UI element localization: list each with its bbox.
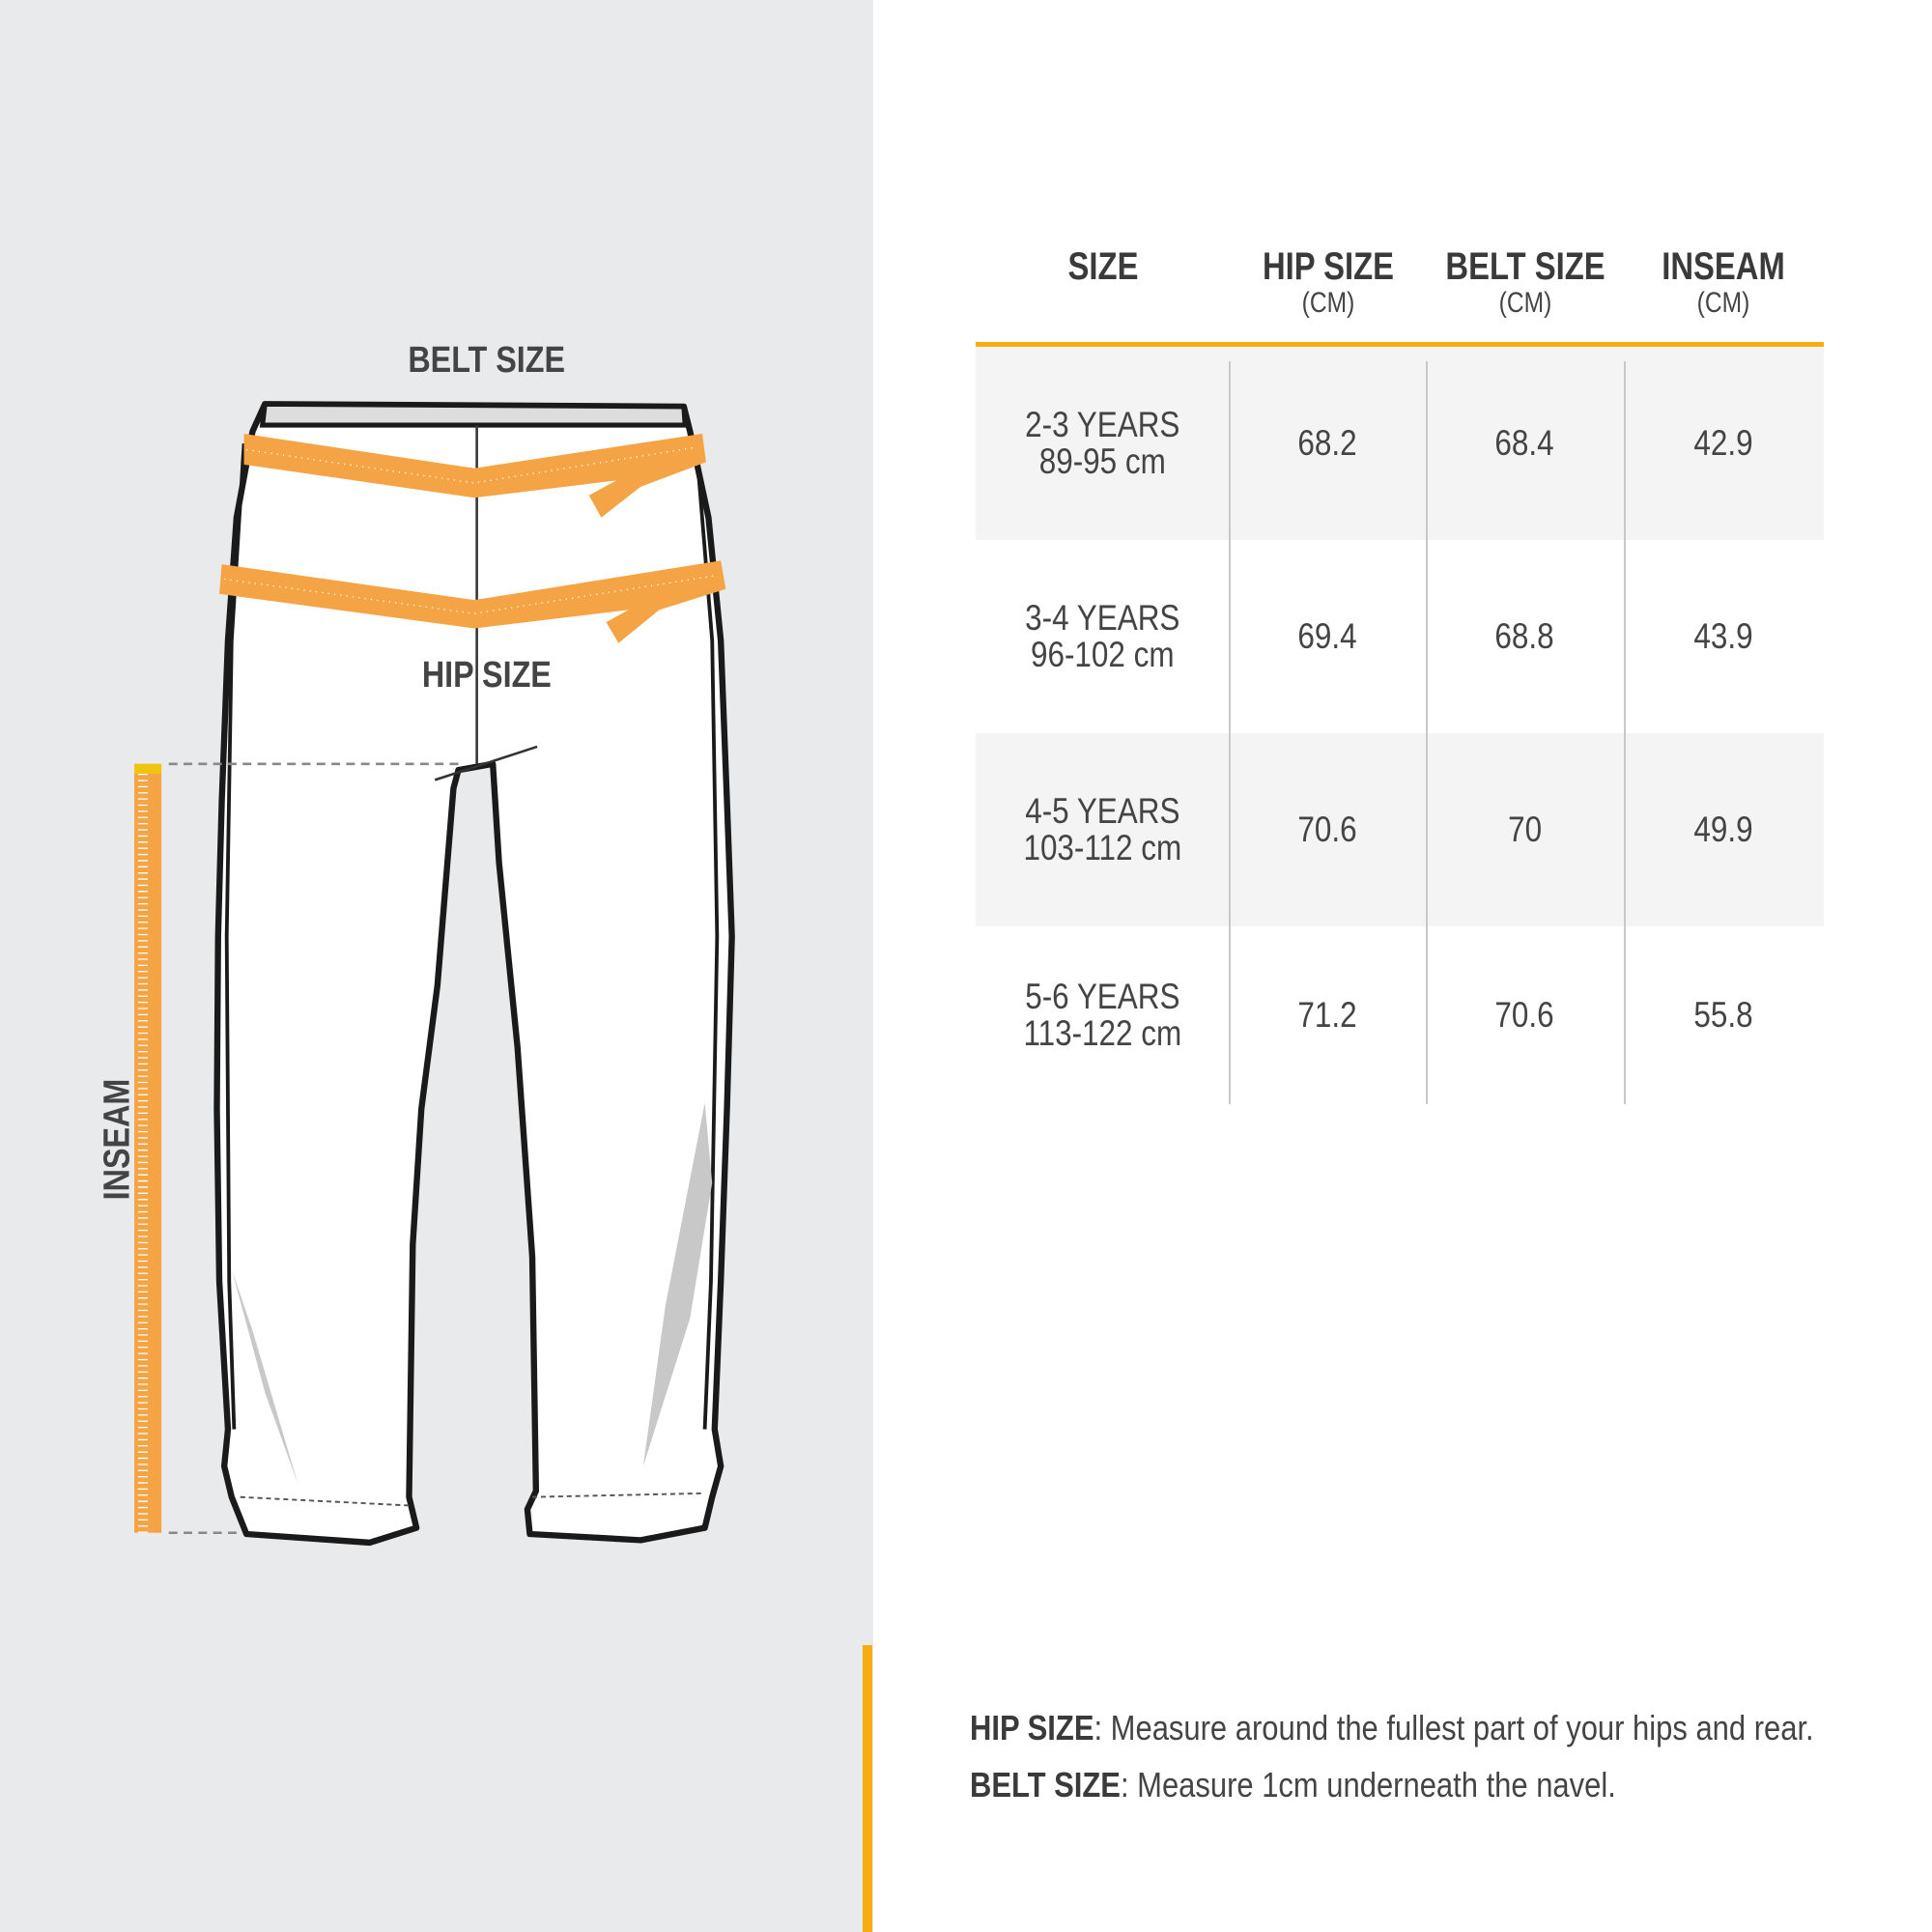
table-row: 2-3 YEARS 89-95 cm 68.2 68.4 42.9 bbox=[976, 347, 1824, 540]
hip-tape bbox=[219, 560, 726, 643]
header-inseam: INSEAM (CM) bbox=[1662, 245, 1785, 319]
header-belt: BELT SIZE (CM) bbox=[1445, 245, 1605, 319]
column-divider bbox=[1624, 361, 1626, 1104]
belt-cell: 70 bbox=[1508, 810, 1542, 849]
inseam-cell: 42.9 bbox=[1693, 423, 1754, 463]
inseam-cell: 49.9 bbox=[1693, 810, 1754, 849]
belt-size-label: BELT SIZE bbox=[408, 340, 566, 381]
measurement-notes: HIP SIZE: Measure around the fullest par… bbox=[970, 1708, 1932, 1822]
header-size: SIZE bbox=[1067, 245, 1139, 288]
inseam-cell: 43.9 bbox=[1693, 616, 1754, 656]
belt-tape bbox=[243, 433, 706, 518]
column-divider bbox=[1229, 361, 1231, 1104]
note-belt: BELT SIZE: Measure 1cm underneath the na… bbox=[970, 1765, 1616, 1804]
hip-cell: 68.2 bbox=[1297, 423, 1357, 463]
hip-cell: 70.6 bbox=[1297, 810, 1357, 849]
pants-diagram bbox=[134, 401, 735, 1547]
hip-cell: 69.4 bbox=[1297, 616, 1357, 656]
table-row: 4-5 YEARS 103-112 cm 70.6 70 49.9 bbox=[976, 733, 1824, 926]
size-cell: 2-3 YEARS 89-95 cm bbox=[1024, 405, 1180, 481]
size-cell: 3-4 YEARS 96-102 cm bbox=[1024, 598, 1180, 674]
size-cell: 4-5 YEARS 103-112 cm bbox=[1023, 791, 1181, 867]
table-row: 3-4 YEARS 96-102 cm 69.4 68.8 43.9 bbox=[976, 540, 1824, 733]
note-hip: HIP SIZE: Measure around the fullest par… bbox=[970, 1708, 1814, 1747]
pants-outline bbox=[213, 401, 735, 1547]
hip-cell: 71.2 bbox=[1297, 995, 1357, 1035]
header-hip: HIP SIZE (CM) bbox=[1262, 245, 1395, 319]
belt-cell: 68.4 bbox=[1494, 423, 1555, 463]
hip-size-label: HIP SIZE bbox=[421, 655, 552, 696]
belt-cell: 70.6 bbox=[1494, 995, 1555, 1035]
table-row: 5-6 YEARS 113-122 cm 71.2 70.6 55.8 bbox=[976, 926, 1824, 1104]
size-cell: 5-6 YEARS 113-122 cm bbox=[1023, 977, 1181, 1053]
header-divider bbox=[976, 342, 1824, 347]
inseam-cell: 55.8 bbox=[1693, 995, 1754, 1035]
inseam-label: INSEAM bbox=[97, 1078, 138, 1201]
accent-bar bbox=[863, 1645, 872, 1932]
column-divider bbox=[1426, 361, 1428, 1104]
belt-cell: 68.8 bbox=[1494, 616, 1555, 656]
